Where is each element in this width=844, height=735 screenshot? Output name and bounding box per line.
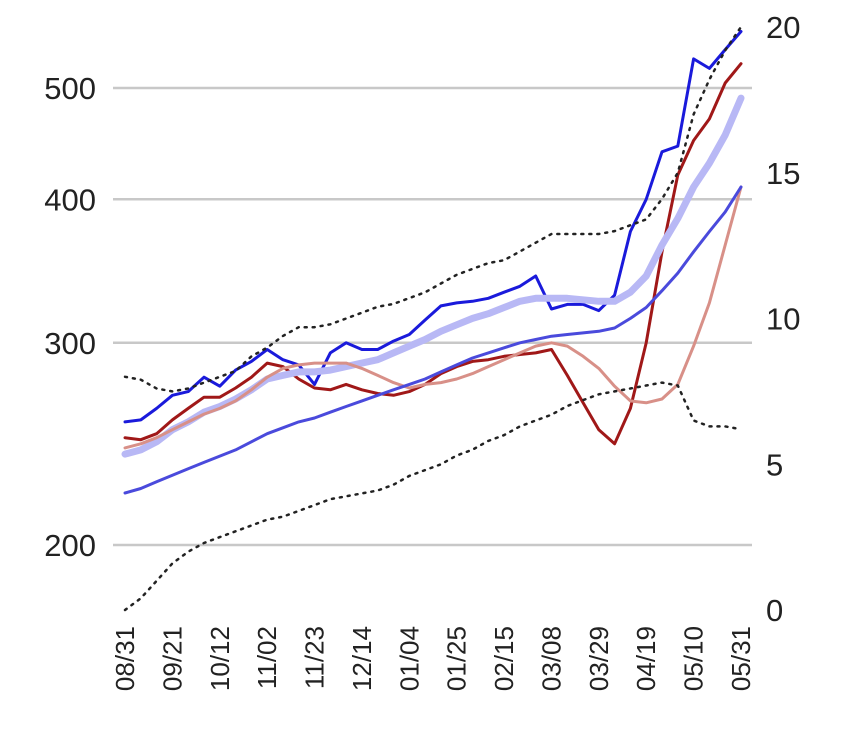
- series-line-7: [123, 381, 743, 612]
- x-tick-04-19: 04/19: [631, 626, 661, 691]
- series-line-3: [121, 94, 745, 458]
- left-axis-tick-labels: 200 300 400 500: [44, 71, 96, 563]
- x-tick-01-25: 01/25: [442, 626, 472, 691]
- series-line-2: [123, 62, 743, 446]
- series-line-5: [123, 185, 743, 495]
- series-line-6: [123, 25, 743, 393]
- x-tick-03-29: 03/29: [584, 626, 614, 691]
- x-tick-10-12: 10/12: [205, 626, 235, 691]
- x-tick-03-08: 03/08: [536, 626, 566, 691]
- x-tick-05-10: 05/10: [679, 626, 709, 691]
- right-tick-15: 15: [766, 156, 800, 191]
- right-tick-5: 5: [766, 447, 783, 482]
- x-tick-08-31: 08/31: [110, 626, 140, 691]
- left-tick-200: 200: [44, 528, 96, 563]
- x-tick-12-14: 12/14: [347, 626, 377, 691]
- right-tick-0: 0: [766, 593, 783, 628]
- x-axis-tick-labels: 08/31 09/21 10/12 11/02 11/23 12/14 01/04 01/25…: [110, 626, 756, 691]
- series-line-1: [123, 30, 743, 424]
- x-tick-05-31: 05/31: [726, 626, 756, 691]
- series-line-4: [123, 185, 743, 450]
- gridlines: [113, 86, 752, 547]
- right-tick-10: 10: [766, 302, 800, 337]
- x-tick-09-21: 09/21: [157, 626, 187, 691]
- left-tick-400: 400: [44, 182, 96, 217]
- right-axis-tick-labels: 0 5 10 15 20: [766, 10, 800, 628]
- x-tick-02-15: 02/15: [489, 626, 519, 691]
- x-tick-11-23: 11/23: [300, 626, 330, 689]
- left-tick-300: 300: [44, 326, 96, 361]
- series-group: [121, 25, 745, 612]
- x-tick-11-02: 11/02: [252, 626, 282, 689]
- left-tick-500: 500: [44, 71, 96, 106]
- x-tick-01-04: 01/04: [394, 626, 424, 691]
- right-tick-20: 20: [766, 10, 800, 45]
